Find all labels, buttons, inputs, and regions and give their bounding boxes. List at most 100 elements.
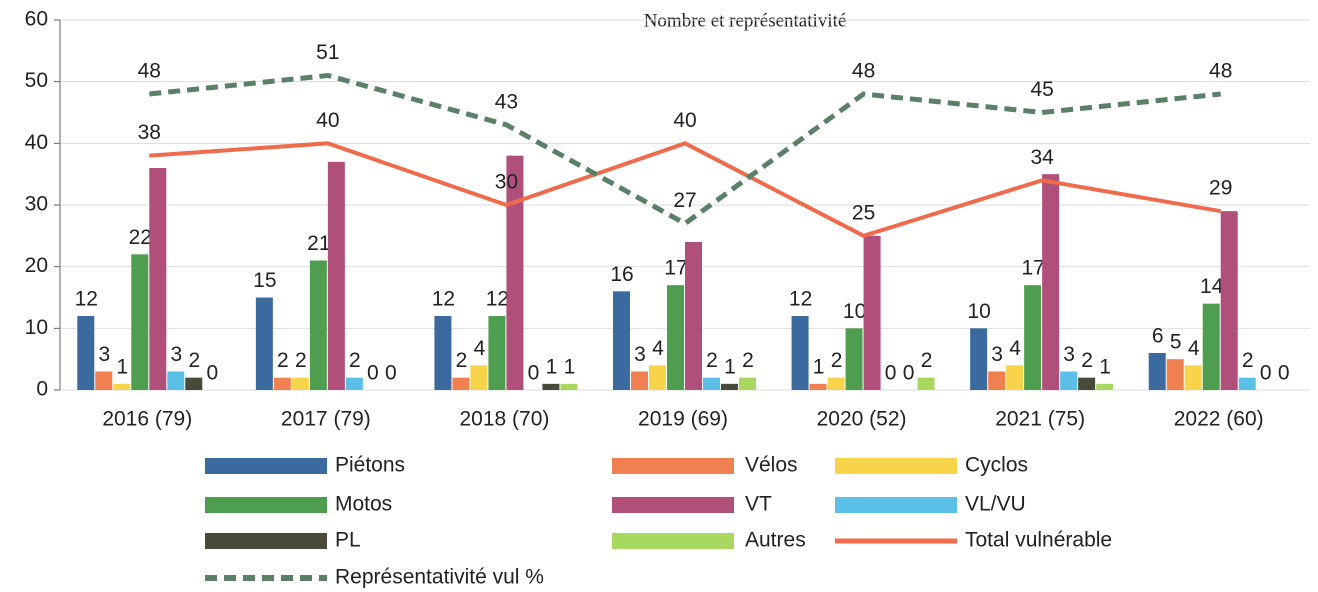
data-label: 12 — [432, 288, 455, 311]
bar — [1060, 371, 1078, 390]
data-label: 30 — [495, 171, 518, 194]
bar — [167, 371, 185, 390]
legend-label: Total vulnérable — [965, 529, 1112, 552]
legend-label: VL/VU — [965, 493, 1026, 516]
bar — [1096, 383, 1114, 390]
data-label: 6 — [1152, 325, 1164, 348]
bar — [1202, 303, 1220, 390]
bar — [1078, 377, 1096, 390]
bar — [95, 371, 113, 390]
data-label: 10 — [967, 300, 990, 323]
data-label: 3 — [170, 343, 182, 366]
data-label: 27 — [673, 189, 696, 212]
bar — [255, 297, 273, 390]
y-tick-label: 60 — [25, 8, 48, 31]
bar — [488, 316, 506, 390]
data-label: 34 — [1030, 146, 1054, 169]
legend-label: VT — [745, 493, 772, 516]
data-label: 2 — [349, 349, 361, 372]
chart-title: Nombre et représentativité — [644, 10, 847, 31]
bar — [970, 328, 988, 390]
x-tick-label: 2018 (70) — [459, 408, 549, 431]
bar — [667, 285, 684, 390]
data-label: 15 — [253, 269, 276, 292]
legend-label: Piétons — [335, 454, 405, 477]
legend-swatch — [835, 497, 957, 513]
y-tick-label: 40 — [25, 131, 48, 154]
x-tick-label: 2021 (75) — [995, 408, 1085, 431]
bar — [345, 377, 363, 390]
legend-label: Cyclos — [965, 454, 1028, 477]
bar — [845, 328, 863, 390]
data-label: 1 — [116, 355, 128, 378]
line — [149, 72, 1221, 227]
bar — [506, 155, 524, 390]
data-label: 2 — [706, 349, 718, 372]
legend-swatch — [205, 458, 327, 474]
x-tick-label: 2020 (52) — [817, 408, 907, 431]
legend-label: Motos — [335, 493, 392, 516]
data-label: 10 — [843, 300, 866, 323]
bar — [291, 377, 309, 390]
data-label: 48 — [138, 60, 161, 83]
data-label: 3 — [98, 343, 110, 366]
data-label: 2 — [277, 349, 289, 372]
data-label: 29 — [1209, 177, 1232, 200]
data-label: 2 — [295, 349, 307, 372]
bar — [542, 383, 560, 390]
bar — [685, 242, 702, 390]
x-tick-label: 2017 (79) — [281, 408, 371, 431]
data-label: 0 — [206, 362, 218, 385]
data-label: 2 — [456, 349, 468, 372]
bar — [1042, 174, 1060, 390]
bar — [739, 377, 756, 390]
bar — [1184, 365, 1202, 390]
data-label: 4 — [474, 337, 486, 360]
bar — [434, 316, 452, 390]
data-label: 45 — [1030, 78, 1053, 101]
bar — [613, 291, 630, 390]
data-label: 48 — [1209, 60, 1232, 83]
data-label: 0 — [528, 362, 540, 385]
data-label: 12 — [789, 288, 812, 311]
data-label: 22 — [129, 226, 152, 249]
legend-label: Vélos — [745, 454, 798, 477]
data-label: 14 — [1200, 275, 1224, 298]
legend-label: Autres — [745, 529, 806, 552]
data-label: 3 — [1063, 343, 1075, 366]
data-label: 2 — [742, 349, 754, 372]
bar — [917, 377, 935, 390]
data-label: 1 — [546, 355, 558, 378]
bar — [560, 383, 578, 390]
data-label: 2 — [188, 349, 200, 372]
data-label: 4 — [1009, 337, 1021, 360]
line — [149, 141, 1222, 238]
data-label: 21 — [307, 232, 330, 255]
bar — [185, 377, 203, 390]
bar — [631, 371, 648, 390]
legend-swatch — [612, 497, 734, 513]
bar — [131, 254, 149, 390]
data-label: 48 — [852, 60, 875, 83]
bar — [1148, 353, 1166, 390]
x-tick-label: 2016 (79) — [102, 408, 192, 431]
bar — [149, 168, 167, 390]
legend-label: PL — [335, 529, 361, 552]
x-tick-label: 2022 (60) — [1174, 408, 1264, 431]
data-label: 16 — [610, 263, 633, 286]
data-label: 12 — [75, 288, 98, 311]
bar — [703, 377, 720, 390]
y-tick-label: 20 — [25, 254, 48, 277]
data-label: 38 — [138, 121, 161, 144]
bar — [309, 260, 327, 390]
data-label: 1 — [813, 355, 825, 378]
bar — [809, 383, 827, 390]
data-label: 2 — [921, 349, 933, 372]
y-tick-label: 50 — [25, 69, 48, 92]
bar — [273, 377, 291, 390]
bar — [113, 383, 131, 390]
data-label: 1 — [1099, 355, 1111, 378]
data-label: 40 — [316, 109, 339, 132]
data-label: 17 — [664, 257, 687, 280]
